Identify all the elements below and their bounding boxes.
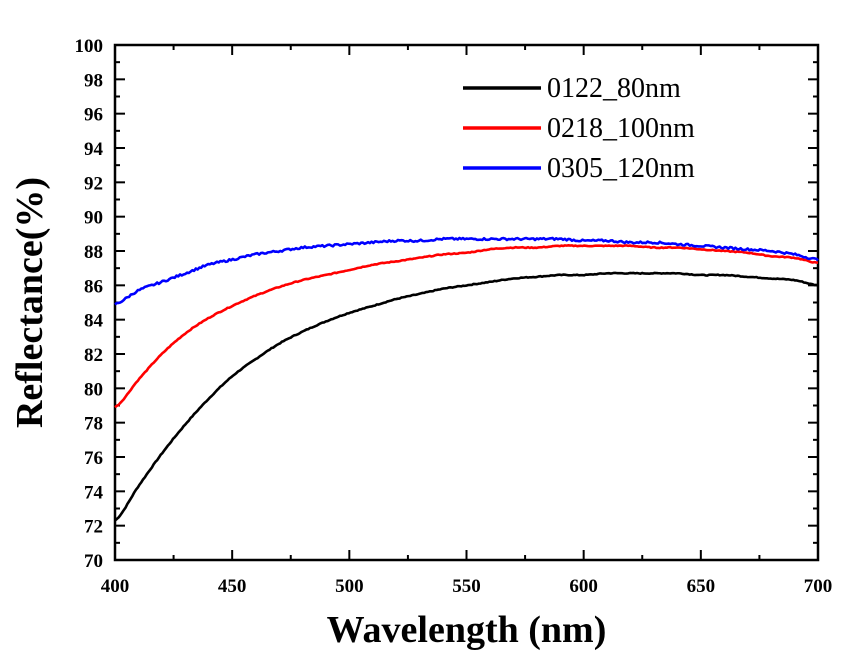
y-axis-title: Reflectance(%)	[9, 177, 51, 428]
axis-ticks	[114, 44, 819, 561]
plot-frame	[113, 43, 820, 562]
plot-area	[113, 43, 820, 562]
y-tick-labels: 70 72 74 76 78 80 82 84 86 88 90 92 94 96 98 100	[75, 36, 104, 572]
y-tick-label: 86	[84, 276, 103, 297]
y-tick-label: 76	[84, 448, 103, 469]
y-tick-label: 74	[84, 482, 104, 503]
x-tick-label: 500	[335, 576, 364, 597]
y-tick-label: 84	[84, 311, 104, 332]
series-line-0218_100nm	[114, 244, 819, 409]
y-tick-label: 80	[84, 379, 103, 400]
y-tick-label: 96	[84, 105, 103, 126]
x-tick-label: 600	[569, 576, 598, 597]
y-tick-label: 78	[84, 414, 103, 435]
x-axis-title: Wavelength (nm)	[327, 609, 607, 651]
legend-label: 0122_80nm	[547, 73, 681, 104]
series-line-0305_120nm	[114, 236, 819, 306]
y-tick-label: 94	[84, 139, 104, 160]
y-tick-label: 92	[84, 173, 103, 194]
y-tick-label: 88	[84, 242, 103, 263]
y-tick-label: 72	[84, 517, 103, 538]
x-tick-label: 400	[101, 576, 130, 597]
legend: 0122_80nm 0218_100nm 0305_120nm	[463, 73, 695, 184]
x-tick-label: 700	[804, 576, 833, 597]
series-line-0122_80nm	[114, 271, 819, 522]
y-tick-label: 70	[84, 551, 103, 572]
y-tick-label: 82	[84, 345, 103, 366]
y-tick-label: 100	[75, 36, 104, 57]
x-tick-labels: 400 450 500 550 600 650 700	[101, 576, 833, 597]
y-tick-label: 98	[84, 70, 103, 91]
x-tick-label: 550	[452, 576, 481, 597]
legend-label: 0218_100nm	[547, 113, 695, 144]
y-tick-label: 90	[84, 208, 103, 229]
x-tick-label: 450	[218, 576, 247, 597]
series-lines	[114, 236, 819, 522]
x-tick-label: 650	[687, 576, 716, 597]
legend-label: 0305_120nm	[547, 153, 695, 184]
